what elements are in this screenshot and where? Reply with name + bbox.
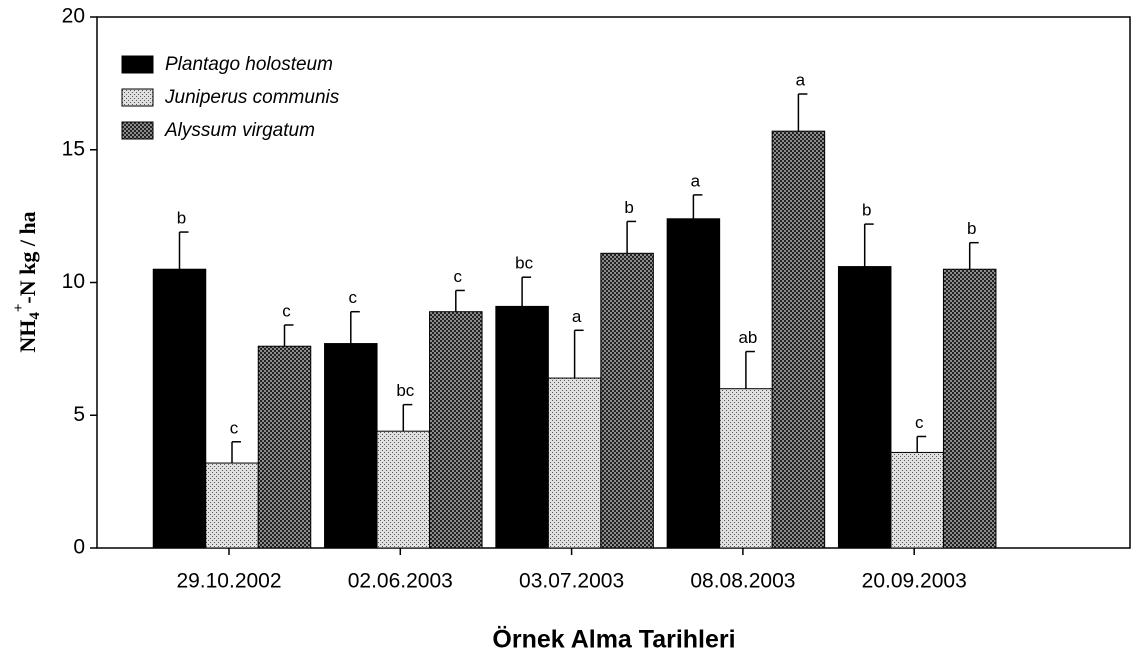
significance-label: a [691,171,701,190]
x-tick-label: 03.07.2003 [519,570,624,593]
x-tick-label: 08.08.2003 [690,570,795,593]
legend-label: Plantago holosteum [165,54,333,75]
significance-label: c [454,267,463,286]
bar [890,451,944,549]
significance-label: b [624,198,633,217]
significance-label: a [572,307,582,326]
bar [547,377,602,549]
bar [324,343,378,549]
x-axis-label: Örnek Alma Tarihleri [492,625,735,654]
legend-swatch [121,121,154,140]
bar [719,388,773,549]
y-tick-label: 10 [62,270,85,293]
bar [942,268,997,549]
y-axis-label: NH4+-N kg / ha [11,211,43,352]
y-label-part: -N kg / ha [15,211,40,303]
legend-swatch [121,88,154,107]
bar [600,252,654,549]
bar [837,266,892,549]
bar [429,311,483,549]
bar [376,430,431,549]
bar [152,268,207,549]
bar [205,462,259,549]
bar [495,305,549,549]
bar [257,345,312,549]
significance-label: c [349,288,358,307]
significance-label: c [230,418,239,437]
significance-label: a [796,70,806,89]
significance-label: b [177,209,186,228]
y-label-sub: 4 [27,312,43,320]
y-tick-label: 15 [62,137,85,160]
bar [771,130,826,549]
bar [666,218,721,549]
y-label-sup: + [11,304,27,313]
y-tick-label: 5 [73,403,85,426]
significance-label: b [862,201,871,220]
significance-label: bc [396,381,414,400]
significance-label: c [915,413,924,432]
significance-label: ab [738,328,757,347]
x-tick-label: 20.09.2003 [862,570,967,593]
significance-label: bc [515,254,533,273]
legend-label: Alyssum virgatum [164,120,315,141]
significance-label: c [282,301,291,320]
y-label-part: NH [15,320,40,353]
y-tick-label: 0 [73,536,85,559]
legend-swatch [121,55,154,74]
x-tick-label: 29.10.2002 [176,570,281,593]
legend-label: Juniperus communis [164,87,340,108]
x-tick-label: 02.06.2003 [348,570,453,593]
significance-label: b [967,219,976,238]
y-tick-label: 20 [62,5,85,28]
